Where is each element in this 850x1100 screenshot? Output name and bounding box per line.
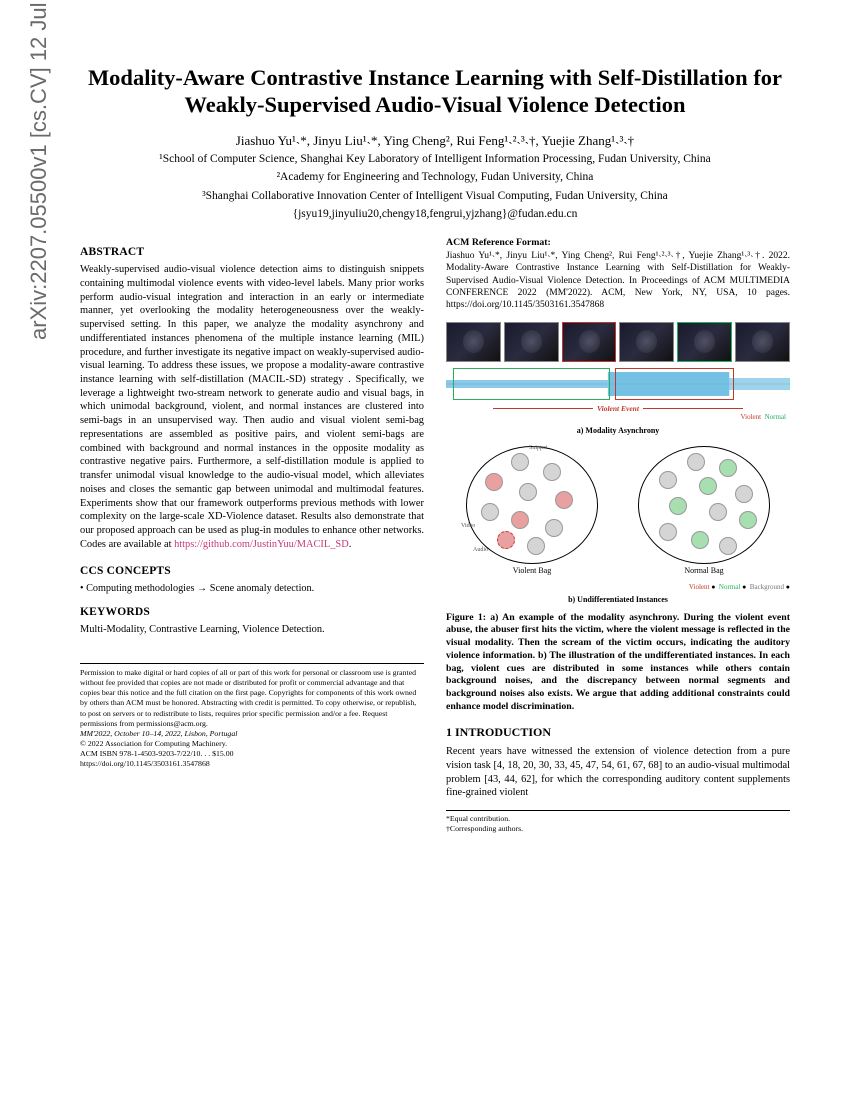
frame [735,322,790,362]
subcaption-b: b) Undifferentiated Instances [446,595,790,606]
frame-normal [677,322,732,362]
abstract-text: Weakly-supervised audio-visual violence … [80,264,424,550]
venue: MM'2022, October 10–14, 2022, Lisbon, Po… [80,729,424,739]
frame [446,322,501,362]
legend-violent: Violent [741,413,762,421]
copyright: © 2022 Association for Computing Machine… [80,739,424,749]
video-frames [446,322,790,362]
intro-heading: 1 INTRODUCTION [446,725,790,741]
permission-block: Permission to make digital or hard copie… [80,663,424,769]
abstract-body: Weakly-supervised audio-visual violence … [80,263,424,551]
arxiv-banner: arXiv:2207.05500v1 [cs.CV] 12 Jul 2022 [26,0,52,340]
figure-1-caption: Figure 1: a) An example of the modality … [446,612,790,714]
frame-violent [562,322,617,362]
isbn: ACM ISBN 978-1-4503-9203-7/22/10. . . $1… [80,749,424,759]
code-link[interactable]: https://github.com/JustinYuu/MACIL_SD [174,539,349,550]
author-footnotes: *Equal contribution. †Corresponding auth… [446,810,790,834]
violent-bag: Snippet Video Audio [466,446,598,564]
event-bar: Violent Event [446,404,790,414]
violent-audio-region [615,368,734,400]
affiliation-2: ²Academy for Engineering and Technology,… [80,170,790,186]
authors: Jiashuo Yu¹˴*, Jinyu Liu¹˴*, Ying Cheng²… [80,133,790,149]
normal-bag-label: Normal Bag [638,566,770,577]
video-label: Video [461,523,475,531]
acm-ref-heading: ACM Reference Format: [446,237,790,250]
keywords-body: Multi-Modality, Contrastive Learning, Vi… [80,623,424,637]
frame [504,322,559,362]
figure-1: Violent Event Violent Normal a) Modality… [446,322,790,714]
paper-title: Modality-Aware Contrastive Instance Lear… [80,64,790,119]
bags-diagram: Snippet Video Audio Violent Bag [446,442,790,581]
legend-a: Violent Normal [446,413,786,422]
frame [619,322,674,362]
keywords-heading: KEYWORDS [80,605,424,620]
legend-violent-2: Violent [689,583,710,591]
legend-b: Violent ● Normal ● Background ● [446,583,790,592]
legend-normal-2: Normal [719,583,740,591]
subcaption-a: a) Modality Asynchrony [446,426,790,437]
footnote-equal: *Equal contribution. [446,814,790,824]
event-label: Violent Event [597,404,639,414]
abstract-heading: ABSTRACT [80,245,424,260]
affiliation-3: ³Shanghai Collaborative Innovation Cente… [80,189,790,205]
doi: https://doi.org/10.1145/3503161.3547868 [80,759,424,769]
right-column: ACM Reference Format: Jiashuo Yu¹˴*, Jin… [446,237,790,835]
acm-ref-body: Jiashuo Yu¹˴*, Jinyu Liu¹˴*, Ying Cheng²… [446,250,790,312]
left-column: ABSTRACT Weakly-supervised audio-visual … [80,237,424,835]
violent-bag-label: Violent Bag [466,566,598,577]
ccs-body: • Computing methodologies → Scene anomal… [80,582,424,595]
affiliation-1: ¹School of Computer Science, Shanghai Ke… [80,152,790,168]
page: Modality-Aware Contrastive Instance Lear… [0,0,850,874]
normal-bag [638,446,770,564]
legend-background: Background [750,583,784,591]
legend-normal: Normal [765,413,786,421]
ccs-heading: CCS CONCEPTS [80,564,424,579]
intro-body: Recent years have witnessed the extensio… [446,745,790,800]
audio-label: Audio [473,547,488,555]
snippet-label: Snippet [529,445,547,453]
waveform [446,366,790,402]
emails: {jsyu19,jinyuliu20,chengy18,fengrui,yjzh… [80,207,790,223]
normal-audio-region [453,368,610,400]
permission-text: Permission to make digital or hard copie… [80,668,424,729]
footnote-corresponding: †Corresponding authors. [446,824,790,834]
